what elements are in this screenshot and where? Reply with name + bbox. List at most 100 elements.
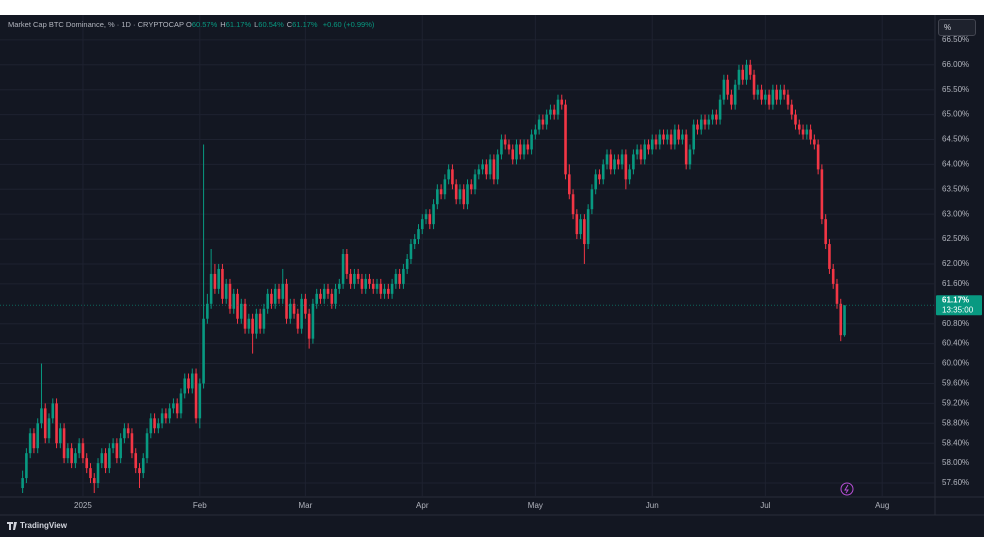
candle-body [534,129,537,135]
candle-body [579,219,582,235]
candle-body [771,89,775,105]
candle-body [341,254,345,284]
candle-body [496,154,499,180]
candle-body [28,433,32,454]
y-tick-label: 58.80% [942,418,969,427]
candle-body [786,94,790,105]
candle-body [409,244,413,259]
candle-body [194,373,198,419]
y-tick-label: 59.20% [942,398,969,407]
candle-body [703,119,707,125]
candle-body [556,99,560,115]
candle-body [187,378,190,389]
candle-body [500,139,503,155]
candle-body [353,273,356,284]
price-label-box [936,295,982,316]
candle-body [711,114,714,120]
candle-body [402,268,405,284]
candle-body [779,89,782,100]
ohlc-fields: O60.57% H61.17% L60.54% C61.17% [186,20,321,29]
candle-body [797,124,801,130]
symbol-title: Market Cap BTC Dominance, % · 1D · CRYPT… [8,20,184,29]
candle-body [307,313,311,339]
candle-body [745,64,748,80]
candle-body [436,189,439,205]
candle-body [364,278,368,289]
candle-body [123,428,126,439]
candle-body [481,164,484,170]
footer [0,515,984,537]
candle-body [289,303,292,319]
candle-body [643,144,646,160]
candle-body [828,244,831,269]
candle-body [428,214,432,225]
candle-body [96,463,100,484]
candle-body [319,293,322,299]
alert-icon [840,482,854,496]
candle-body [443,179,447,195]
brand: TradingView [20,521,68,530]
x-tick-label: Mar [298,501,312,510]
candle-body [473,174,477,190]
candle-body [420,219,424,230]
candle-body [552,109,556,115]
candle-body [345,254,349,274]
candle-body [662,134,665,140]
candle-body [583,219,586,245]
candle-body [243,303,247,329]
y-tick-label: 60.00% [942,359,969,368]
candle-body [454,184,458,200]
candle-body [387,288,390,294]
candle-body [100,453,104,464]
candle-body [598,174,601,180]
candle-body [175,403,179,414]
candle-body [134,453,138,469]
candle-body [371,283,375,289]
candle-body [816,144,820,170]
candle-body [567,174,571,195]
legend-header: Market Cap BTC Dominance, % · 1D · CRYPT… [8,20,377,29]
candle-body [469,184,473,190]
field-value: 60.57% [191,20,218,29]
candle-body [338,283,341,289]
candle-body [560,99,564,105]
candle-body [224,283,228,299]
candle-body [398,273,401,284]
candle-body [51,403,55,419]
candle-body [466,184,469,205]
candle-body [756,89,760,95]
candle-body [515,144,518,160]
candle-body [688,149,692,165]
candle-body [36,423,40,449]
candle-body [451,169,454,185]
candle-body [206,303,209,319]
x-tick-label: May [528,501,543,510]
candle-body [737,69,741,85]
candle-body [447,169,450,180]
candle-body [609,154,613,170]
candle-body [605,154,609,165]
candle-body [108,448,111,469]
candle-body [831,268,835,284]
candle-body [334,288,337,304]
candle-body [692,124,696,150]
candle-body [639,149,643,160]
candle-body [617,159,620,165]
y-tick-label: 63.00% [942,209,969,218]
candle-body [835,283,839,304]
candle-body [360,278,364,289]
candle-body [590,189,594,210]
field-value: 60.54% [258,20,284,29]
candle-body [247,318,251,329]
candle-body [730,94,733,105]
y-tick-label: 58.00% [942,458,969,467]
candle-body [503,139,507,145]
x-tick-label: 2025 [74,501,92,510]
y-tick-label: 60.80% [942,319,969,328]
unit-button[interactable]: % [938,19,976,36]
candle-body [141,458,145,474]
y-tick-label: 57.60% [942,478,969,487]
y-tick-label: 60.40% [942,339,969,348]
candle-body [813,139,816,145]
